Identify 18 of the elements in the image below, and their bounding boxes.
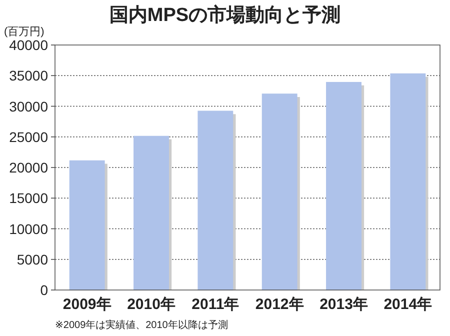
x-tick-label: 2014年 (384, 296, 432, 313)
chart-title: 国内MPSの市場動向と予測 (109, 4, 341, 26)
x-tick-label: 2009年 (62, 296, 112, 313)
x-tick-label: 2013年 (320, 296, 368, 313)
y-axis-title: (百万円) (4, 26, 44, 38)
y-tick-label: 15000 (9, 190, 48, 206)
y-tick-label: 20000 (9, 160, 48, 176)
x-tick-label: 2010年 (127, 296, 176, 313)
y-tick-label: 0 (40, 282, 48, 298)
y-tick-label: 35000 (9, 68, 48, 84)
y-tick-label: 25000 (9, 128, 48, 145)
x-tick-label: 2012年 (255, 296, 304, 313)
x-tick-label: 2011年 (192, 296, 240, 313)
text: ※2009年は実績値、2010年以降は予測 (55, 319, 228, 331)
y-tick-label: 30000 (9, 98, 48, 114)
y-tick-label: 10000 (9, 220, 48, 237)
y-tick-label: 40000 (9, 37, 48, 53)
y-tick-label: 5000 (16, 251, 48, 268)
